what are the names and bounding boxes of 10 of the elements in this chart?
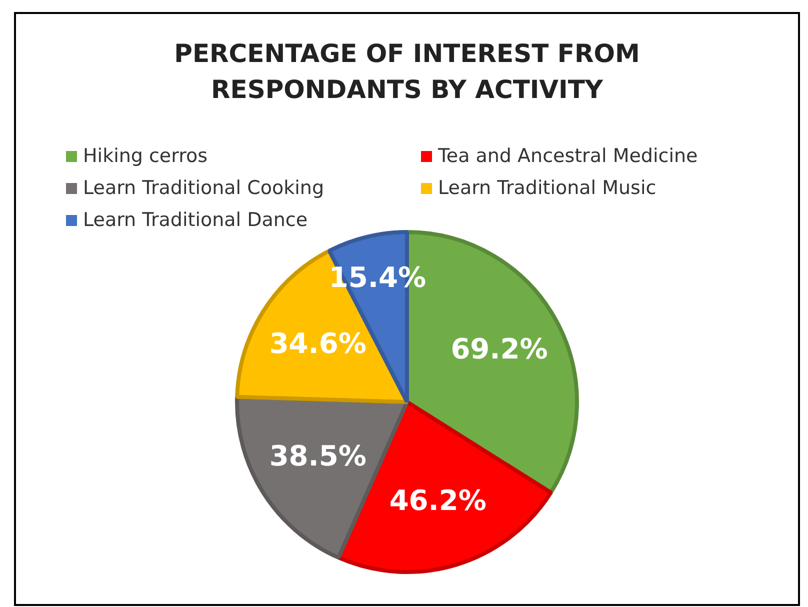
legend-label: Learn Traditional Cooking xyxy=(83,177,324,199)
data-label: 34.6% xyxy=(269,327,366,360)
data-label: 38.5% xyxy=(269,440,366,473)
data-label: 69.2% xyxy=(450,332,548,366)
chart-title: PERCENTAGE OF INTEREST FROM RESPONDANTS BY ACTIVITY xyxy=(173,38,641,106)
data-label: 46.2% xyxy=(389,484,486,518)
legend-label: Learn Traditional Music xyxy=(438,177,656,199)
legend-label: Tea and Ancestral Medicine xyxy=(438,145,698,167)
legend-label: Hiking cerros xyxy=(83,145,208,167)
legend-label: Learn Traditional Dance xyxy=(83,209,308,231)
